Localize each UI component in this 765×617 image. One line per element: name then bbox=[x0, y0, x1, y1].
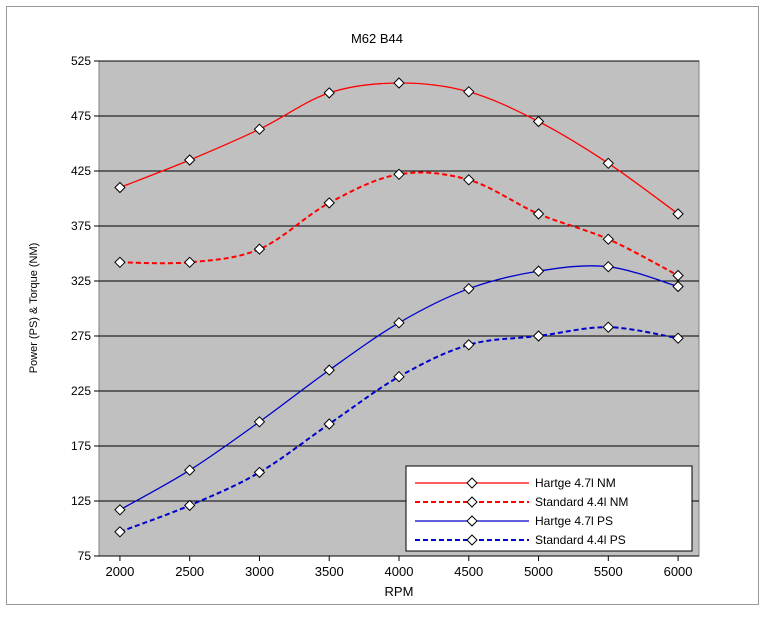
data-point-marker bbox=[323, 87, 335, 99]
data-point-marker bbox=[253, 466, 266, 479]
grid-lines bbox=[94, 60, 699, 561]
data-point-marker bbox=[532, 208, 545, 220]
data-point-marker bbox=[183, 499, 196, 512]
data-point-marker bbox=[253, 416, 266, 428]
data-point-marker bbox=[253, 243, 266, 255]
data-point-marker bbox=[672, 332, 684, 344]
data-point-marker bbox=[393, 317, 405, 329]
y-axis-label: Power (PS) & Torque (NM) bbox=[28, 243, 40, 374]
legend-marker bbox=[466, 515, 478, 527]
data-point-marker bbox=[323, 364, 335, 376]
y-tick-label: 425 bbox=[71, 164, 91, 178]
data-point-marker bbox=[602, 233, 615, 245]
y-tick-label: 125 bbox=[71, 494, 91, 508]
x-tick-label: 3000 bbox=[245, 564, 274, 579]
x-axis-label: RPM bbox=[385, 584, 414, 599]
data-point-marker bbox=[463, 282, 475, 295]
legend-label: Hartge 4.7l NM bbox=[535, 476, 616, 490]
x-tick-label: 4500 bbox=[454, 564, 483, 579]
data-point-marker bbox=[393, 77, 405, 89]
chart-frame: M62 B44 75 125 175 225 275 325 375 425 475 525 20… bbox=[6, 6, 759, 605]
legend-box bbox=[405, 465, 693, 552]
y-tick-label: 475 bbox=[71, 109, 91, 123]
data-point-marker bbox=[114, 504, 126, 516]
legend: Hartge 4.7l NM Standard 4.4l NM Hartge 4.7… bbox=[405, 465, 693, 552]
chart-svg: M62 B44 75 125 175 225 275 325 375 425 475 525 20… bbox=[28, 31, 700, 599]
data-point-marker bbox=[602, 321, 615, 333]
data-point-marker bbox=[323, 418, 335, 430]
y-tick-labels: 75 125 175 225 275 325 375 425 475 525 bbox=[71, 54, 91, 563]
x-tick-label: 2000 bbox=[105, 564, 134, 579]
data-point-marker bbox=[323, 197, 335, 209]
data-point-marker bbox=[532, 265, 545, 277]
y-tick-label: 225 bbox=[71, 384, 91, 398]
data-point-marker bbox=[183, 256, 196, 269]
data-point-marker bbox=[532, 115, 545, 128]
data-point-marker bbox=[672, 280, 684, 293]
legend-marker bbox=[466, 477, 478, 489]
x-tick-label: 2500 bbox=[175, 564, 204, 579]
data-point-marker bbox=[393, 370, 405, 383]
data-point-marker bbox=[672, 269, 684, 282]
data-point-marker bbox=[183, 154, 196, 166]
x-tick-label: 6000 bbox=[664, 564, 693, 579]
x-tick-label: 5000 bbox=[524, 564, 553, 579]
x-tick-labels: 2000 2500 3000 3500 4000 4500 5000 5500 6000 bbox=[105, 564, 692, 579]
y-tick-label: 175 bbox=[71, 439, 91, 453]
data-point-marker bbox=[463, 86, 475, 98]
data-point-marker bbox=[114, 181, 126, 194]
x-tick-label: 3500 bbox=[315, 564, 344, 579]
chart-title: M62 B44 bbox=[351, 31, 403, 46]
legend-label: Standard 4.4l NM bbox=[535, 495, 628, 509]
data-point-marker bbox=[463, 174, 475, 186]
data-point-marker bbox=[114, 526, 126, 538]
data-point-marker bbox=[602, 157, 615, 170]
legend-marker bbox=[466, 534, 478, 546]
y-tick-label: 75 bbox=[78, 549, 92, 563]
series-group bbox=[114, 77, 684, 538]
y-tick-label: 325 bbox=[71, 274, 91, 288]
y-tick-label: 275 bbox=[71, 329, 91, 343]
y-tick-label: 525 bbox=[71, 54, 91, 68]
data-point-marker bbox=[253, 123, 266, 135]
data-point-marker bbox=[463, 339, 475, 351]
data-point-marker bbox=[672, 208, 684, 220]
data-point-marker bbox=[602, 260, 615, 273]
data-point-marker bbox=[532, 330, 545, 342]
y-tick-label: 375 bbox=[71, 219, 91, 233]
data-point-marker bbox=[393, 168, 405, 181]
x-tick-label: 4000 bbox=[385, 564, 414, 579]
x-tick-label: 5500 bbox=[594, 564, 623, 579]
data-point-marker bbox=[183, 464, 196, 476]
data-point-marker bbox=[114, 256, 126, 269]
legend-label: Hartge 4.7l PS bbox=[535, 514, 613, 528]
legend-marker bbox=[466, 496, 478, 508]
legend-label: Standard 4.4l PS bbox=[535, 533, 626, 547]
